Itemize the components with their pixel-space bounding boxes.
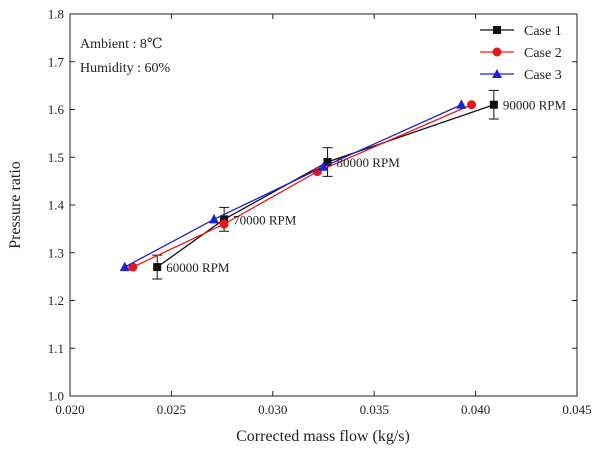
legend-label-case-2: Case 2 bbox=[524, 46, 562, 61]
y-tick-label: 1.1 bbox=[48, 341, 64, 356]
rpm-label: 80000 RPM bbox=[337, 155, 401, 170]
legend-item-case-2: Case 2 bbox=[480, 46, 562, 61]
annotation-ambient: Ambient : 8℃ bbox=[80, 37, 163, 52]
rpm-label: 90000 RPM bbox=[503, 98, 567, 113]
legend-marker-square bbox=[493, 26, 501, 34]
series-3 bbox=[119, 99, 467, 272]
x-tick-label: 0.035 bbox=[360, 402, 389, 417]
series-line bbox=[156, 104, 495, 268]
series-line bbox=[124, 104, 462, 268]
y-axis-title: Pressure ratio bbox=[7, 161, 24, 249]
legend-marker-circle bbox=[492, 47, 502, 57]
x-tick-label: 0.020 bbox=[55, 402, 84, 417]
legend-label-case-1: Case 1 bbox=[524, 24, 562, 39]
y-tick-label: 1.8 bbox=[48, 7, 64, 22]
x-tick-label: 0.045 bbox=[562, 402, 591, 417]
data-point-square bbox=[489, 100, 498, 109]
rpm-label: 60000 RPM bbox=[166, 260, 230, 275]
rpm-label: 70000 RPM bbox=[233, 212, 297, 227]
x-tick-label: 0.040 bbox=[461, 402, 490, 417]
axis-ticks: 0.020 0.025 0.030 0.035 0.040 0.045 1.0 1.1 1.2 1… bbox=[48, 7, 592, 418]
legend-item-case-1: Case 1 bbox=[480, 24, 562, 39]
series-line bbox=[132, 104, 472, 268]
data-point-circle bbox=[467, 100, 477, 110]
data-point-triangle bbox=[119, 261, 130, 272]
x-axis-title: Corrected mass flow (kg/s) bbox=[236, 428, 410, 445]
annotation-humidity: Humidity : 60% bbox=[80, 61, 171, 76]
y-tick-label: 1.6 bbox=[48, 102, 65, 117]
y-tick-label: 1.3 bbox=[48, 245, 64, 260]
legend-marker-triangle bbox=[492, 69, 502, 78]
y-tick-label: 1.4 bbox=[48, 198, 65, 213]
data-point-square bbox=[220, 215, 229, 224]
y-tick-label: 1.0 bbox=[48, 389, 64, 404]
point-labels: 60000 RPM 70000 RPM 80000 RPM 90000 RPM bbox=[166, 98, 566, 275]
legend-label-case-3: Case 3 bbox=[524, 68, 562, 83]
data-point-square bbox=[323, 158, 332, 167]
data-point-triangle bbox=[208, 213, 219, 224]
y-tick-label: 1.5 bbox=[48, 150, 64, 165]
series-2 bbox=[128, 100, 477, 272]
data-point-triangle bbox=[318, 161, 329, 171]
x-tick-label: 0.030 bbox=[258, 402, 287, 417]
data-point-triangle bbox=[456, 99, 467, 109]
data-point-square bbox=[153, 263, 162, 272]
series-1 bbox=[152, 89, 499, 280]
legend-item-case-3: Case 3 bbox=[480, 68, 562, 83]
y-tick-label: 1.7 bbox=[48, 54, 65, 69]
y-tick-label: 1.2 bbox=[48, 293, 64, 308]
series-layer bbox=[119, 89, 499, 280]
data-point-circle bbox=[219, 219, 229, 229]
legend: Case 1 Case 2 Case 3 bbox=[480, 24, 562, 83]
x-tick-label: 0.025 bbox=[157, 402, 186, 417]
data-point-circle bbox=[128, 262, 138, 272]
